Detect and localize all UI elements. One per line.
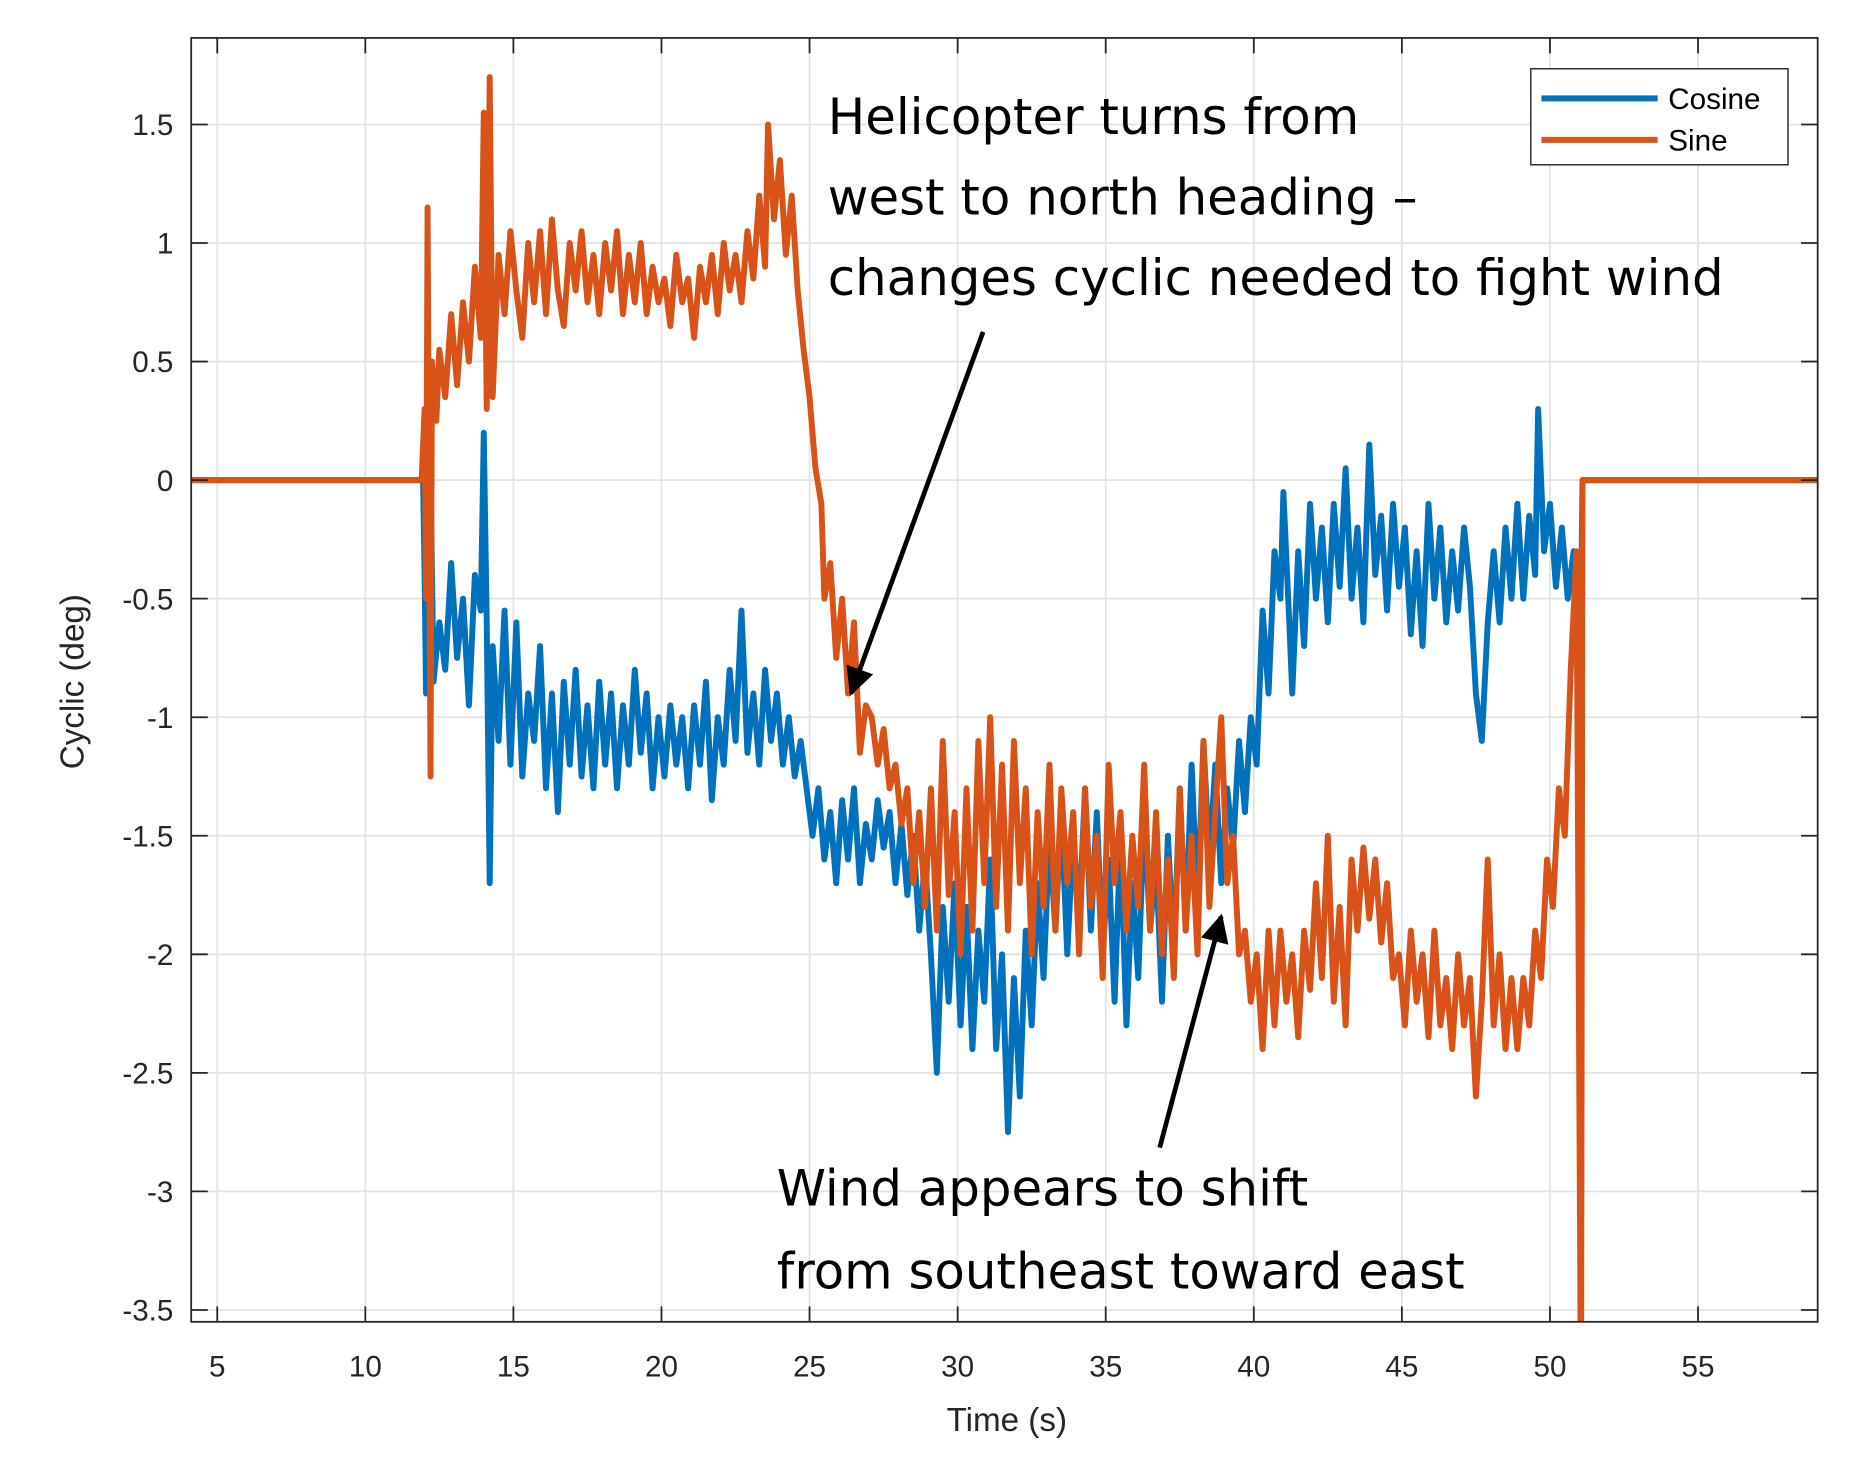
y-tick-label: -1.5 bbox=[122, 820, 173, 853]
legend-box bbox=[1530, 68, 1789, 166]
x-tick-label: 5 bbox=[209, 1350, 225, 1383]
annotation-line: Helicopter turns from bbox=[828, 88, 1359, 146]
x-tick-label: 50 bbox=[1533, 1350, 1566, 1383]
y-tick-label: 0 bbox=[157, 465, 173, 498]
y-tick-labels: 1.5 1 0.5 0 -0.5 -1 -1.5 -2 -2.5 -3 -3.5 bbox=[122, 109, 173, 1327]
y-tick-label: -0.5 bbox=[122, 583, 173, 616]
y-tick-label: -3.5 bbox=[122, 1295, 173, 1328]
x-tick-label: 15 bbox=[497, 1350, 530, 1383]
axis-ticks bbox=[191, 37, 1818, 1322]
x-tick-label: 30 bbox=[941, 1350, 974, 1383]
annotation-line: west to north heading – bbox=[828, 169, 1418, 227]
y-tick-label: -1 bbox=[147, 702, 173, 735]
x-tick-label: 10 bbox=[349, 1350, 382, 1383]
annotation-line: from southeast toward east bbox=[777, 1243, 1465, 1301]
y-axis-label: Cyclic (deg) bbox=[54, 594, 91, 769]
y-tick-label: 0.5 bbox=[132, 346, 173, 379]
annotation-line: changes cyclic needed to fight wind bbox=[828, 249, 1724, 307]
annotation-heading-turn: Helicopter turns from west to north head… bbox=[828, 88, 1724, 697]
y-tick-label: 1.5 bbox=[132, 109, 173, 142]
y-tick-label: -2 bbox=[147, 939, 173, 972]
y-tick-label: 1 bbox=[157, 228, 173, 261]
series-line-sine bbox=[191, 74, 1818, 1322]
x-tick-label: 20 bbox=[645, 1350, 678, 1383]
axes-box bbox=[190, 37, 1819, 1323]
x-tick-label: 45 bbox=[1385, 1350, 1418, 1383]
x-tick-label: 55 bbox=[1682, 1350, 1715, 1383]
y-tick-label: -3 bbox=[147, 1176, 173, 1209]
series-group bbox=[191, 74, 1818, 1322]
annotation-arrow bbox=[1157, 913, 1229, 1149]
annotation-wind-shift: Wind appears to shift from southeast tow… bbox=[777, 913, 1465, 1301]
y-tick-label: -2.5 bbox=[122, 1058, 173, 1091]
x-axis-label: Time (s) bbox=[947, 1402, 1067, 1439]
x-tick-label: 35 bbox=[1089, 1350, 1122, 1383]
legend-label-sine: Sine bbox=[1668, 125, 1727, 158]
legend: Cosine Sine bbox=[1530, 68, 1789, 166]
annotation-arrow bbox=[846, 331, 986, 697]
annotation-line: Wind appears to shift bbox=[777, 1160, 1308, 1218]
x-tick-label: 25 bbox=[793, 1350, 826, 1383]
x-tick-label: 40 bbox=[1237, 1350, 1270, 1383]
x-tick-labels: 5 10 15 20 25 30 35 40 45 50 55 bbox=[209, 1350, 1714, 1383]
series-line-cosine bbox=[191, 406, 1818, 1136]
legend-label-cosine: Cosine bbox=[1668, 83, 1760, 116]
